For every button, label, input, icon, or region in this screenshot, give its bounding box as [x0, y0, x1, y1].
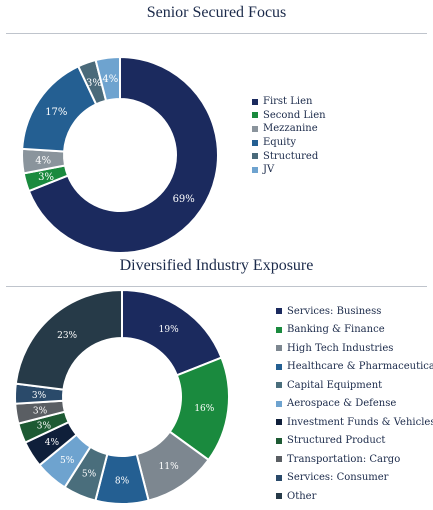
legend-label: Capital Equipment: [287, 379, 383, 391]
legend-swatch: [252, 153, 258, 160]
chart2-title: Diversified Industry Exposure: [119, 257, 314, 274]
legend-swatch: [276, 363, 282, 370]
legend-label: Transportation: Cargo: [287, 453, 401, 465]
chart2-label-capital-equipment: 5%: [82, 470, 97, 480]
chart1-legend-item-first-lien: First Lien: [252, 95, 326, 109]
legend-label: Services: Consumer: [287, 472, 389, 484]
chart2-label-transportation-cargo: 3%: [33, 406, 48, 416]
legend-label: Services: Business: [287, 305, 382, 317]
legend-label: Structured: [263, 150, 319, 162]
legend-swatch: [252, 98, 258, 105]
chart1-legend-item-mezzanine: Mezzanine: [252, 122, 326, 136]
legend-swatch: [276, 474, 282, 481]
legend-label: Other: [287, 490, 317, 502]
chart1-label-first-lien: 69%: [173, 194, 195, 205]
chart1-legend-item-equity: Equity: [252, 136, 326, 150]
legend-swatch: [252, 166, 258, 173]
chart2-label-structured-product: 3%: [37, 422, 52, 432]
chart2-legend-item-transportation-cargo: Transportation: Cargo: [276, 450, 433, 469]
chart2-legend-item-capital-equipment: Capital Equipment: [276, 376, 433, 395]
legend-label: Mezzanine: [263, 123, 318, 135]
legend-label: Second Lien: [263, 109, 326, 121]
legend-label: Structured Product: [287, 435, 386, 447]
chart2-label-high-tech-industries: 11%: [159, 462, 179, 472]
legend-label: High Tech Industries: [287, 342, 394, 354]
chart2-legend: Services: Business Banking & Finance High …: [276, 302, 433, 506]
chart1-title: Senior Secured Focus: [146, 4, 287, 21]
chart2-label-aerospace-and-defense: 5%: [60, 456, 75, 466]
chart2-label-services-business: 19%: [159, 325, 179, 335]
chart2-legend-item-high-tech-industries: High Tech Industries: [276, 339, 433, 358]
chart2-legend-item-healthcare-and-pharmaceuticals: Healthcare & Pharmaceuticals: [276, 358, 433, 377]
chart2-legend-item-other: Other: [276, 487, 433, 506]
chart1-divider: [6, 33, 427, 34]
chart1-label-mezzanine: 4%: [35, 155, 51, 166]
chart1-label-second-lien: 3%: [38, 172, 54, 183]
chart1-slice-jv: [94, 55, 121, 102]
chart1-donut: 69%3%4%17%3% 4%: [21, 55, 219, 254]
chart1-label-structured: 3%: [86, 78, 102, 89]
legend-label: Investment Funds & Vehicles: [287, 416, 433, 428]
chart1-slice-first-lien: [27, 55, 219, 254]
legend-swatch: [276, 400, 282, 407]
chart1-label-equity: 17%: [45, 107, 67, 118]
legend-swatch: [276, 493, 282, 500]
legend-label: JV: [263, 164, 275, 176]
chart1-legend-item-jv: JV: [252, 163, 326, 177]
legend-label: Aerospace & Defense: [287, 398, 397, 410]
legend-swatch: [276, 345, 282, 352]
legend-swatch: [276, 419, 282, 426]
legend-swatch: [252, 139, 258, 146]
chart1-legend-item-second-lien: Second Lien: [252, 109, 326, 123]
chart2-legend-item-investment-funds-and-vehicles: Investment Funds & Vehicles: [276, 413, 433, 432]
chart2-legend-item-banking-and-finance: Banking & Finance: [276, 321, 433, 340]
chart2-slice-other: [14, 288, 123, 391]
legend-label: Healthcare & Pharmaceuticals: [287, 361, 433, 373]
chart2-label-banking-and-finance: 16%: [194, 404, 214, 414]
legend-swatch: [252, 112, 258, 119]
legend-swatch: [276, 456, 282, 463]
chart1-legend: First Lien Second Lien Mezzanine Equity Stru…: [252, 95, 326, 177]
legend-swatch: [276, 382, 282, 389]
legend-label: First Lien: [263, 96, 313, 108]
chart1-label-jv: 4%: [102, 74, 118, 85]
legend-label: Equity: [263, 137, 297, 149]
chart2-label-investment-funds-and-vehicles: 4%: [45, 438, 60, 448]
chart2-divider: [6, 286, 427, 287]
chart2-label-services-consumer: 3%: [32, 391, 47, 401]
legend-swatch: [252, 125, 258, 132]
legend-swatch: [276, 437, 282, 444]
chart2-legend-item-aerospace-and-defense: Aerospace & Defense: [276, 395, 433, 414]
chart2-legend-item-structured-product: Structured Product: [276, 432, 433, 451]
legend-label: Banking & Finance: [287, 324, 385, 336]
chart2-label-healthcare-and-pharmaceuticals: 8%: [115, 477, 130, 487]
chart1-legend-item-structured: Structured: [252, 149, 326, 163]
legend-swatch: [276, 326, 282, 333]
chart2-legend-item-services-business: Services: Business: [276, 302, 433, 321]
chart2-legend-item-services-consumer: Services: Consumer: [276, 469, 433, 488]
legend-swatch: [276, 308, 282, 315]
chart2-label-other: 23%: [57, 331, 77, 341]
chart2-donut: 19%16%11%8%5%5%4%3%3%3%23%: [14, 288, 230, 505]
